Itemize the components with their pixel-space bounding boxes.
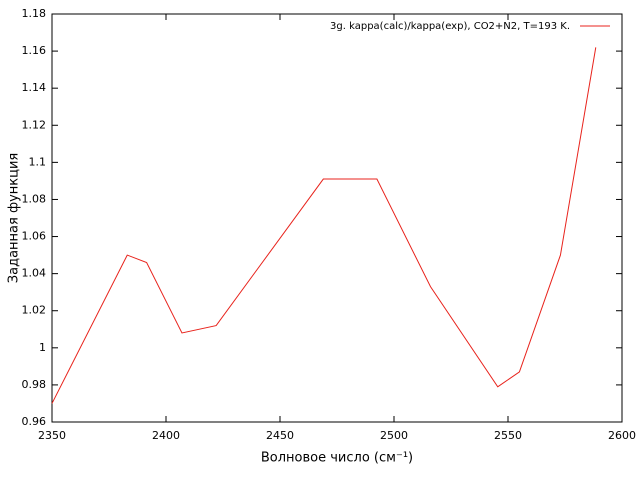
plot-frame: [51, 13, 623, 423]
y-tick-label: 0.98: [22, 378, 47, 391]
x-tick-label: 2350: [38, 429, 66, 442]
x-tick-label: 2400: [152, 429, 180, 442]
y-tick-label: 1.18: [22, 7, 47, 20]
y-tick-label: 1: [39, 341, 46, 354]
y-axis-label: Заданная функция: [7, 153, 22, 283]
y-tick-label: 1.08: [22, 192, 47, 205]
data-line: [51, 47, 597, 404]
x-tick-label: 2600: [608, 429, 636, 442]
y-tick-label: 1.1: [29, 155, 47, 168]
x-tick-label: 2550: [494, 429, 522, 442]
y-tick-label: 1.12: [22, 118, 47, 131]
y-tick-label: 1.06: [22, 230, 47, 243]
y-tick-label: 1.14: [22, 81, 47, 94]
x-tick-label: 2500: [380, 429, 408, 442]
y-tick-label: 0.96: [22, 415, 47, 428]
y-tick-label: 1.04: [22, 267, 47, 280]
y-tick-label: 1.02: [22, 304, 47, 317]
x-tick-label: 2450: [266, 429, 294, 442]
y-tick-label: 1.16: [22, 44, 47, 57]
legend-label: 3g. kappa(calc)/kappa(exp), CO2+N2, T=19…: [330, 21, 570, 32]
x-axis-label: Волновое число (см⁻¹): [261, 451, 413, 466]
